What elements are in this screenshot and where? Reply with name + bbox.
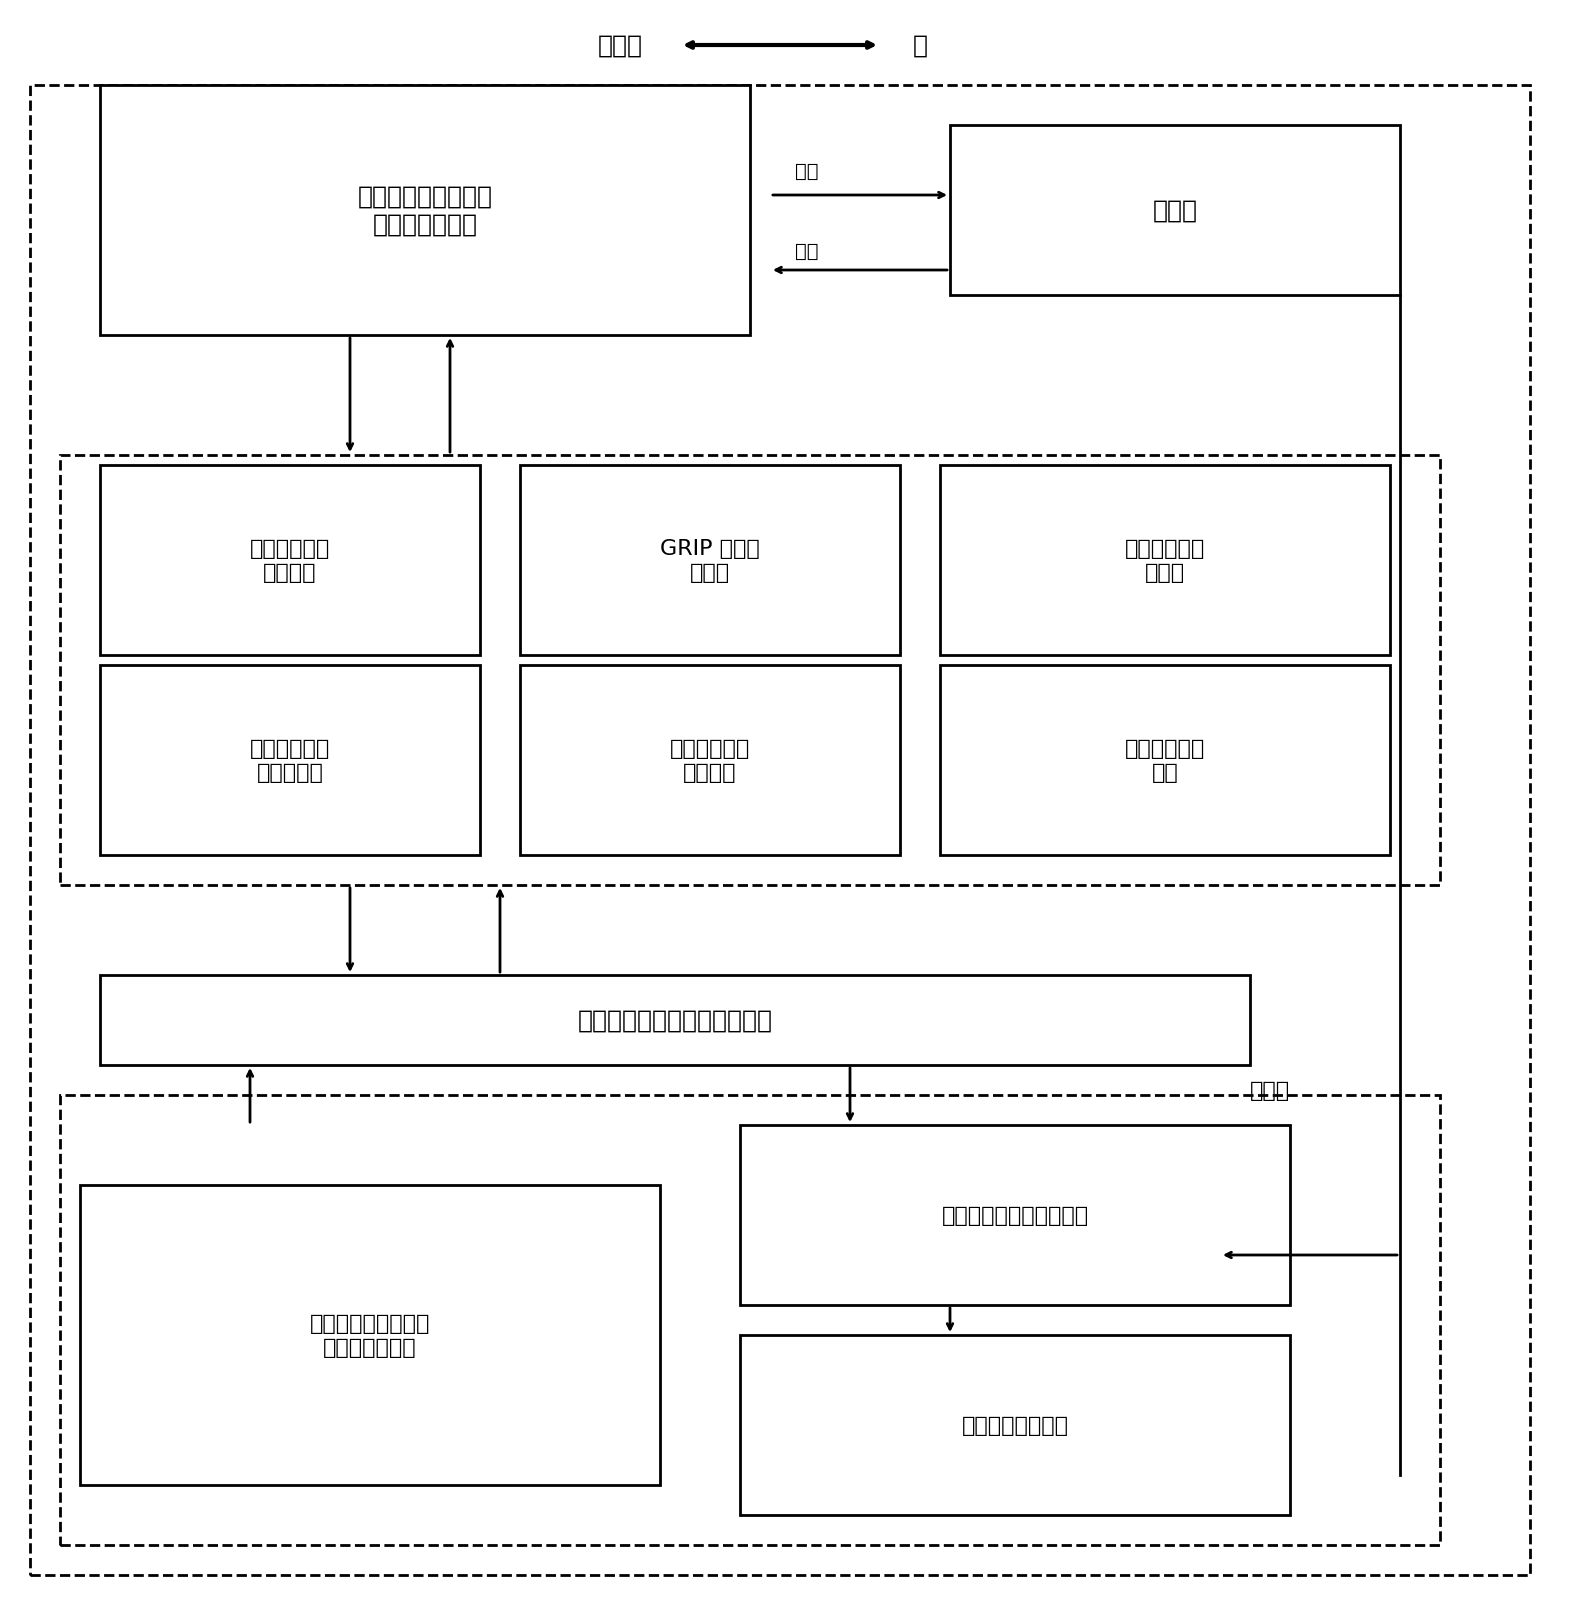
Text: 驾驶员: 驾驶员 xyxy=(1153,199,1197,223)
Bar xyxy=(60,456,1440,886)
Text: 车辆方位信息
生成模块: 车辆方位信息 生成模块 xyxy=(669,738,750,782)
Text: 其他出行相关信息: 其他出行相关信息 xyxy=(961,1416,1068,1435)
Text: 快速路网虚拟出行情
景的计算机界面: 快速路网虚拟出行情 景的计算机界面 xyxy=(358,185,493,238)
Text: 驾驶员驾车任
务模块: 驾驶员驾车任 务模块 xyxy=(1125,539,1205,583)
Bar xyxy=(520,666,899,855)
Bar xyxy=(99,666,480,855)
Bar xyxy=(740,1335,1290,1515)
Bar xyxy=(99,87,750,335)
Text: 计算机: 计算机 xyxy=(597,34,643,58)
Text: 数据库: 数据库 xyxy=(1251,1080,1290,1101)
Bar xyxy=(99,465,480,655)
Bar xyxy=(940,666,1391,855)
Text: GRIP 信息生
成模块: GRIP 信息生 成模块 xyxy=(660,539,759,583)
Text: 基本出行信息
生成模块: 基本出行信息 生成模块 xyxy=(250,539,331,583)
Text: 虚拟出行情境的数据
（由用户定义）: 虚拟出行情境的数据 （由用户定义） xyxy=(310,1313,430,1356)
Bar xyxy=(520,465,899,655)
Text: 驾驶员信息响应行为数据: 驾驶员信息响应行为数据 xyxy=(942,1205,1088,1225)
Bar xyxy=(60,1095,1440,1546)
Bar xyxy=(99,976,1251,1066)
Bar xyxy=(950,125,1400,295)
Text: 响应: 响应 xyxy=(795,241,819,260)
Bar xyxy=(740,1125,1290,1305)
Bar xyxy=(940,465,1391,655)
Text: 人: 人 xyxy=(912,34,928,58)
Bar xyxy=(80,1184,660,1485)
Text: 交通流运行状
态生成模块: 交通流运行状 态生成模块 xyxy=(250,738,331,782)
Text: 快速路网宏观交通流仿真模型: 快速路网宏观交通流仿真模型 xyxy=(578,1008,772,1032)
Text: 辅助信息生成
模块: 辅助信息生成 模块 xyxy=(1125,738,1205,782)
Text: 刺激: 刺激 xyxy=(795,162,819,180)
